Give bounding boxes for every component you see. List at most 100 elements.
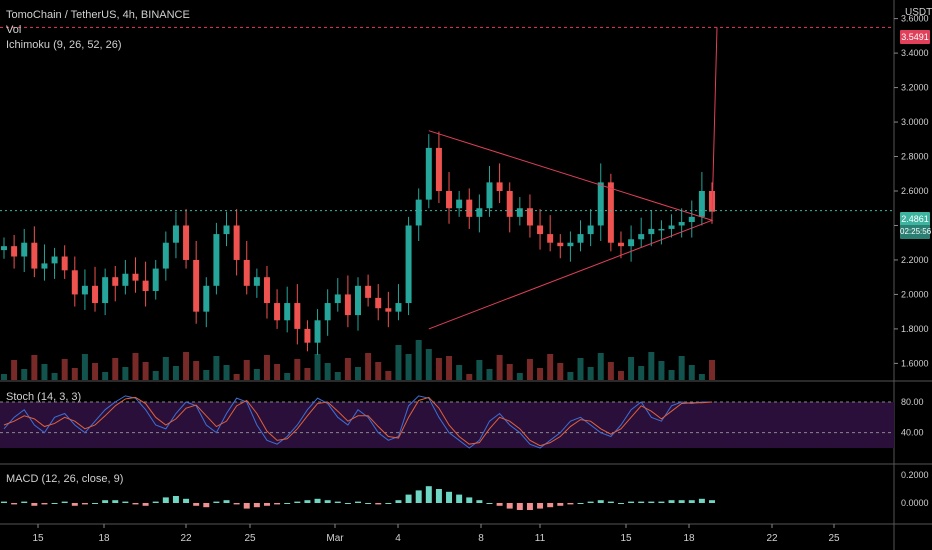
volume-bar (152, 371, 159, 380)
stoch-indicator-label[interactable]: Stoch (14, 3, 3) (6, 391, 82, 403)
macd-histogram-bar (506, 503, 513, 509)
volume-bar (213, 356, 220, 380)
macd-histogram-bar (668, 500, 675, 503)
volume-bar (375, 362, 382, 380)
volume-bar (193, 361, 200, 380)
macd-histogram-bar (41, 503, 48, 505)
macd-tick-label: 0.0000 (901, 498, 929, 508)
macd-histogram-bar (152, 501, 159, 503)
y-tick-label: 3.0000 (901, 117, 929, 127)
macd-histogram-bar (395, 500, 402, 503)
volume-bar (607, 362, 614, 380)
volume-bar (253, 369, 260, 380)
y-tick-label: 1.6000 (901, 358, 929, 368)
volume-bar (355, 367, 361, 380)
candle (213, 234, 220, 286)
volume-bar (334, 372, 341, 380)
volume-bar (476, 360, 483, 380)
macd-histogram-bar (405, 494, 412, 503)
macd-histogram-bar (496, 503, 503, 506)
volume-bar (314, 354, 321, 380)
candle (172, 225, 179, 243)
candle (446, 191, 453, 209)
volume-bar (284, 373, 291, 380)
macd-histogram-bar (658, 501, 665, 503)
candle (476, 208, 483, 217)
candle (193, 259, 200, 312)
volume-bar (405, 354, 412, 380)
volume-bar (526, 359, 533, 380)
volume-bar (415, 340, 422, 380)
candle (496, 182, 503, 191)
candle (617, 242, 624, 247)
volume-bar (223, 365, 230, 380)
macd-histogram-bar (183, 498, 190, 503)
candle (61, 256, 68, 271)
macd-histogram-bar (233, 503, 240, 505)
macd-histogram-bar (587, 501, 594, 503)
volume-bar (638, 366, 645, 380)
macd-histogram-bar (365, 503, 372, 504)
y-tick-label: 1.8000 (901, 324, 929, 334)
volume-bar (385, 371, 392, 380)
candle (183, 225, 190, 260)
candle (415, 199, 422, 226)
stoch-tick-label: 80.00 (901, 397, 924, 407)
macd-histogram-bar (294, 501, 301, 503)
triangle-pattern (428, 130, 714, 330)
countdown-tag: 02:25:56 (900, 225, 931, 239)
macd-histogram-bar (597, 500, 604, 503)
volume-bar (698, 374, 705, 380)
candle (526, 208, 533, 226)
candle (334, 294, 341, 304)
macd-histogram-bar (203, 503, 210, 508)
candle (112, 277, 119, 286)
candle (314, 320, 321, 343)
macd-histogram-bar (92, 503, 99, 504)
candle (628, 239, 635, 247)
volume-bar (11, 360, 18, 380)
volume-bar (496, 355, 503, 380)
y-tick-label: 3.2000 (901, 83, 929, 93)
macd-tick-label: 0.2000 (901, 470, 929, 480)
candle (607, 182, 614, 243)
macd-histogram-bar (21, 501, 28, 503)
volume-bar (41, 364, 48, 380)
macd-histogram-bar (709, 500, 715, 503)
macd-histogram-bar (314, 498, 321, 503)
volume-bar (183, 352, 190, 380)
candle (668, 225, 675, 229)
macd-histogram-bar (617, 503, 624, 504)
volume-bar (678, 356, 685, 380)
macd-histogram-bar (213, 501, 220, 503)
volume-bar (547, 354, 554, 380)
macd-histogram-bar (547, 503, 554, 508)
candle (223, 225, 230, 235)
candle (547, 234, 554, 243)
volume-bar (668, 370, 675, 380)
macd-histogram-bar (11, 503, 18, 505)
volume-bar (435, 358, 442, 380)
volume-bar (304, 368, 311, 380)
candle (274, 303, 281, 321)
macd-histogram-bar (557, 503, 564, 506)
target-projection-line (711, 27, 718, 217)
macd-histogram-bar (142, 503, 149, 506)
macd-histogram-bar (132, 503, 139, 505)
volume-bar (587, 367, 594, 380)
macd-histogram-bar (162, 497, 169, 503)
x-tick-label: 25 (244, 533, 256, 544)
candle (102, 277, 109, 304)
macd-histogram-bar (638, 501, 645, 503)
ichimoku-indicator-label[interactable]: Ichimoku (9, 26, 52, 26) (6, 39, 122, 51)
volume-bar (628, 357, 635, 380)
macd-indicator-label[interactable]: MACD (12, 26, close, 9) (6, 473, 124, 485)
candle (253, 277, 260, 286)
volume-bar (31, 355, 38, 380)
candle (162, 242, 169, 269)
volume-indicator-label[interactable]: Vol (6, 24, 22, 36)
y-tick-label: 2.2000 (901, 255, 929, 265)
y-tick-label: 3.6000 (901, 14, 929, 24)
stoch-d-line (3, 396, 713, 447)
